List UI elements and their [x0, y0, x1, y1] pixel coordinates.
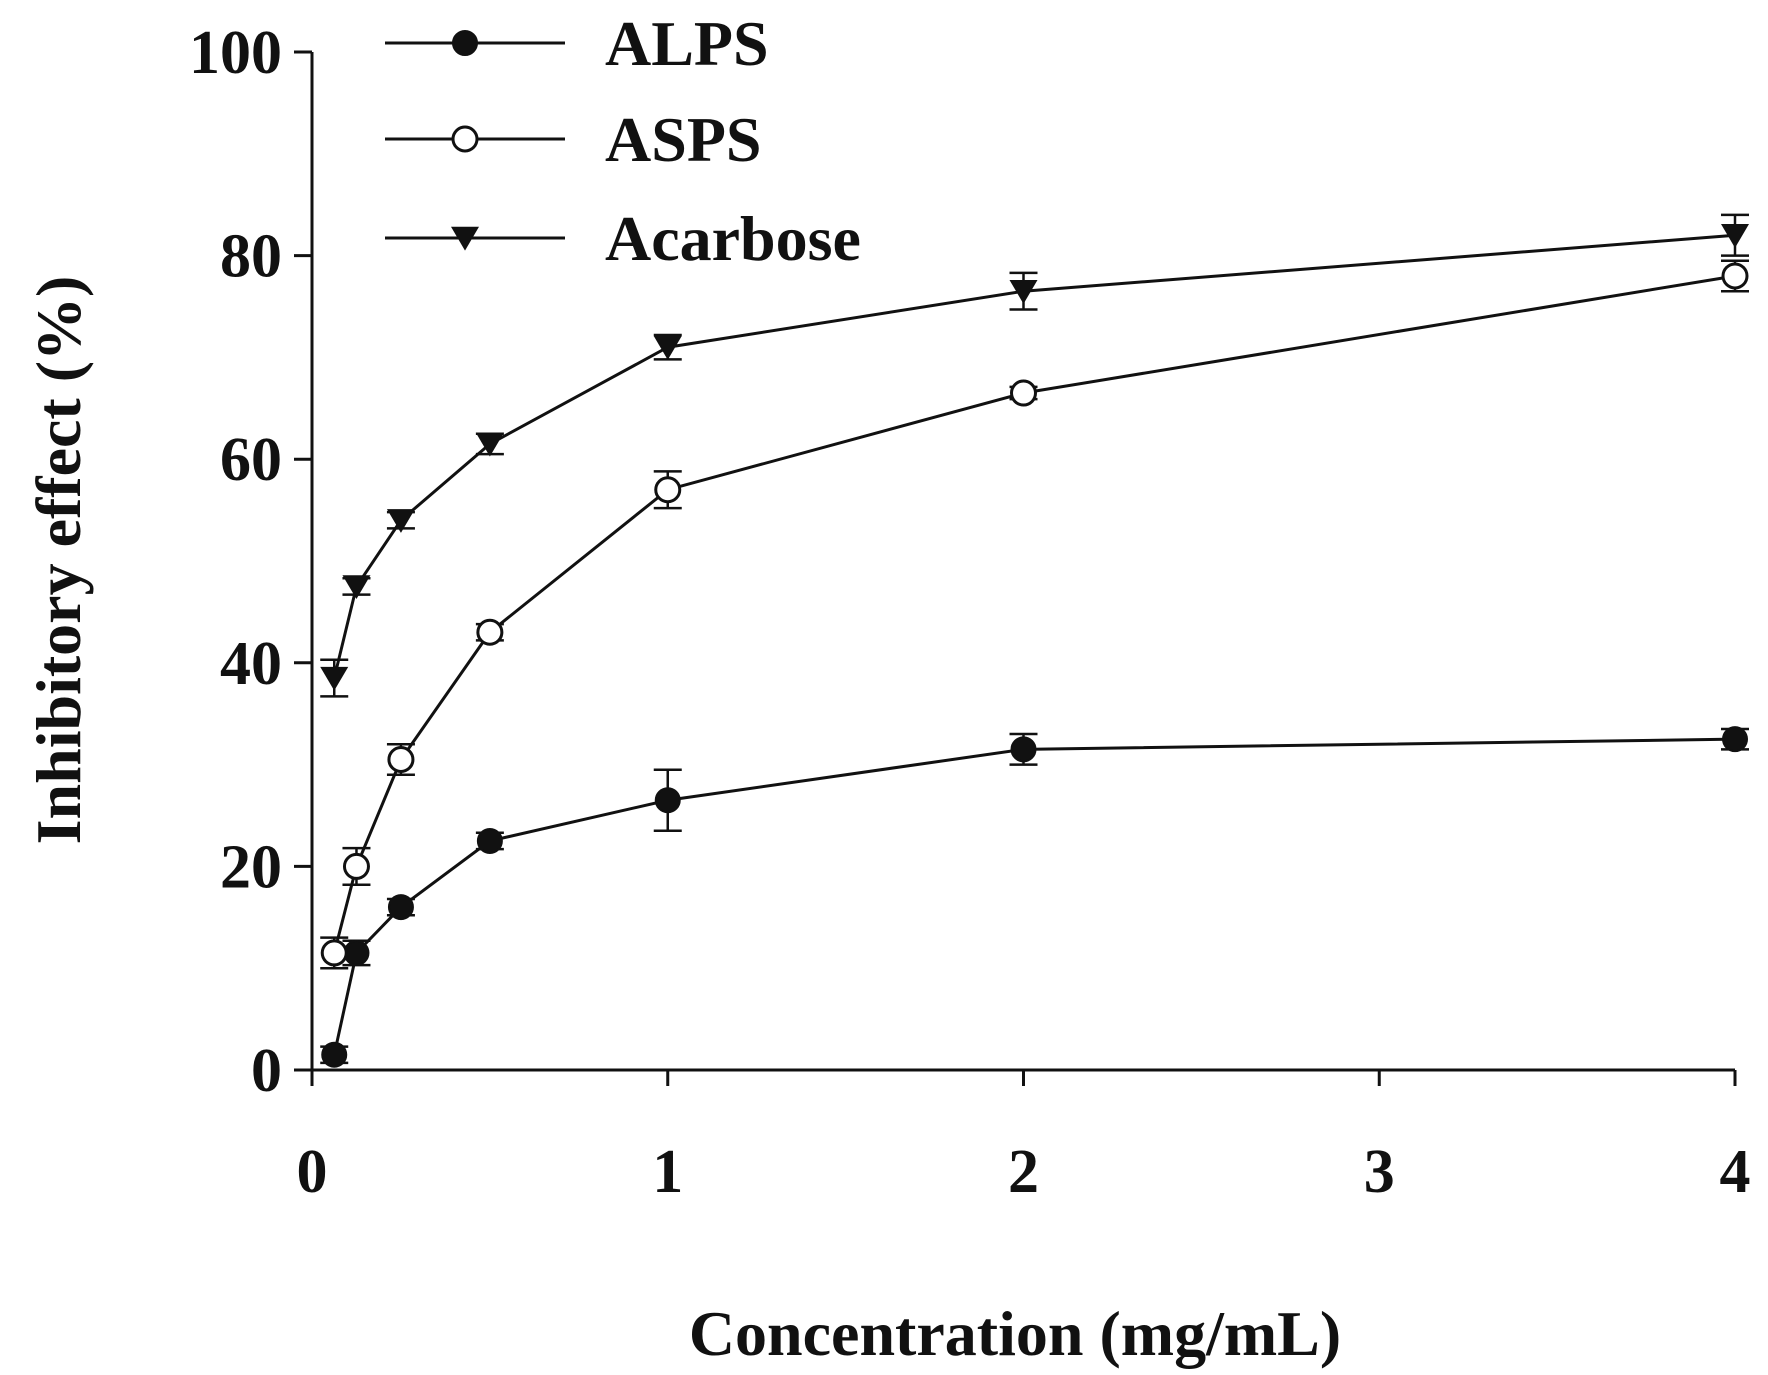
x-tick-label: 1 [652, 1138, 683, 1206]
x-axis-title: Concentration (mg/mL) [689, 1298, 1341, 1369]
data-point [342, 852, 370, 880]
series-layer [320, 213, 1749, 1068]
data-point [320, 939, 348, 967]
y-tick-label: 100 [189, 19, 282, 87]
data-point [1721, 262, 1749, 290]
series-alps [320, 726, 1749, 1068]
data-point [1010, 736, 1037, 763]
legend-label: ASPS [605, 104, 762, 175]
y-tick-label: 40 [220, 630, 282, 698]
data-point [654, 787, 681, 814]
y-axis-title: Inhibitory effect (%) [23, 276, 94, 845]
legend-item-asps: ASPS [385, 104, 762, 175]
data-point [476, 827, 503, 854]
data-point [320, 666, 349, 691]
legend-marker [451, 226, 479, 251]
x-tick-label: 4 [1720, 1138, 1751, 1206]
y-tick-label: 60 [220, 426, 282, 494]
data-point [1721, 224, 1749, 248]
series-line [332, 274, 1736, 954]
y-tick-label: 20 [220, 833, 282, 901]
legend-item-acarbose: Acarbose [385, 203, 861, 274]
series-asps [320, 259, 1749, 970]
legend-marker [452, 30, 478, 56]
data-point [475, 432, 504, 457]
legend: ALPS ASPS Acarbose [385, 8, 861, 274]
y-tick-label: 80 [220, 223, 282, 291]
data-point [321, 1041, 348, 1068]
series-line [332, 233, 1736, 679]
legend-item-alps: ALPS [385, 8, 769, 79]
data-point [653, 336, 682, 360]
data-point [1722, 726, 1748, 753]
data-point [386, 509, 415, 533]
data-point [1009, 280, 1038, 304]
series-line [332, 737, 1736, 1056]
axes: 0 20 40 60 80 100 0 1 2 3 4 [189, 19, 1751, 1206]
legend-marker [451, 125, 479, 153]
data-point [1010, 379, 1037, 407]
x-tick-label: 2 [1008, 1138, 1039, 1206]
data-point [387, 894, 414, 921]
x-tick-label: 3 [1364, 1138, 1395, 1206]
data-point [476, 618, 504, 646]
legend-label: Acarbose [605, 203, 861, 274]
data-point [342, 575, 371, 600]
series-acarbose [320, 213, 1749, 698]
data-point [654, 476, 682, 504]
x-tick-label: 0 [297, 1138, 328, 1206]
legend-label: ALPS [605, 8, 769, 79]
y-tick-label: 0 [251, 1037, 282, 1105]
data-point [387, 746, 415, 774]
data-point [343, 939, 370, 966]
